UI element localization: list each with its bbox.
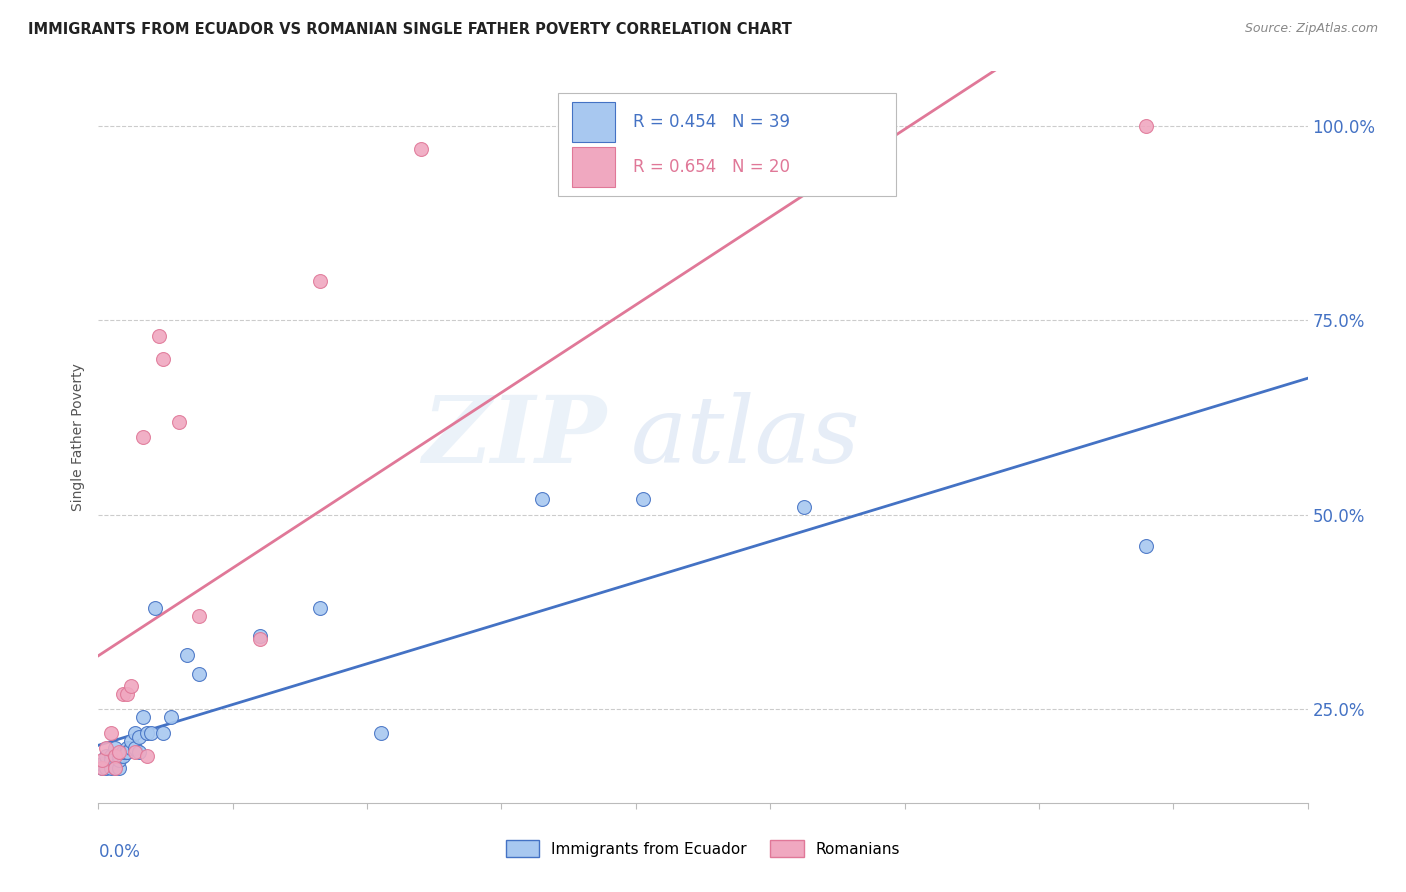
Point xyxy=(91,756,114,771)
Point xyxy=(96,761,118,775)
Point xyxy=(120,679,142,693)
Point xyxy=(120,733,142,747)
Point xyxy=(107,745,129,759)
Point xyxy=(120,741,142,756)
Text: R = 0.454   N = 39: R = 0.454 N = 39 xyxy=(633,113,790,131)
Point xyxy=(249,632,271,647)
Point xyxy=(309,601,332,615)
Point xyxy=(370,725,392,739)
Point xyxy=(1135,539,1157,553)
Point xyxy=(91,753,114,767)
Point xyxy=(96,749,118,764)
Point xyxy=(100,725,122,739)
Text: IMMIGRANTS FROM ECUADOR VS ROMANIAN SINGLE FATHER POVERTY CORRELATION CHART: IMMIGRANTS FROM ECUADOR VS ROMANIAN SING… xyxy=(28,22,792,37)
Point xyxy=(176,648,198,662)
Point xyxy=(409,142,432,156)
Point xyxy=(143,601,166,615)
Point xyxy=(100,749,122,764)
Point xyxy=(530,492,553,507)
Point xyxy=(111,745,134,759)
Point xyxy=(132,430,155,444)
Point xyxy=(103,749,125,764)
Point xyxy=(91,761,114,775)
Point xyxy=(631,492,654,507)
Point xyxy=(793,500,815,515)
Point xyxy=(96,741,118,756)
Text: atlas: atlas xyxy=(630,392,860,482)
Point xyxy=(124,745,146,759)
FancyBboxPatch shape xyxy=(572,102,614,142)
Text: 0.0%: 0.0% xyxy=(98,843,141,861)
Point xyxy=(111,749,134,764)
Point xyxy=(188,667,211,681)
Point xyxy=(135,749,157,764)
Point xyxy=(135,725,157,739)
Point xyxy=(103,741,125,756)
Point xyxy=(128,730,150,744)
Point xyxy=(152,725,174,739)
Point xyxy=(91,761,114,775)
FancyBboxPatch shape xyxy=(572,147,614,187)
Point xyxy=(1135,119,1157,133)
Point xyxy=(249,628,271,642)
Y-axis label: Single Father Poverty: Single Father Poverty xyxy=(72,363,86,511)
Point xyxy=(100,761,122,775)
Point xyxy=(188,609,211,624)
Legend: Immigrants from Ecuador, Romanians: Immigrants from Ecuador, Romanians xyxy=(506,839,900,857)
Point xyxy=(107,749,129,764)
Point xyxy=(139,725,162,739)
Text: ZIP: ZIP xyxy=(422,392,606,482)
Point xyxy=(115,745,138,759)
Point xyxy=(111,687,134,701)
Point xyxy=(103,761,125,775)
Point xyxy=(160,710,183,724)
Text: R = 0.654   N = 20: R = 0.654 N = 20 xyxy=(633,158,790,176)
Point xyxy=(115,687,138,701)
Point xyxy=(115,741,138,756)
Point xyxy=(128,745,150,759)
FancyBboxPatch shape xyxy=(558,94,897,195)
Point xyxy=(107,761,129,775)
Point xyxy=(124,741,146,756)
Text: Source: ZipAtlas.com: Source: ZipAtlas.com xyxy=(1244,22,1378,36)
Point xyxy=(115,745,138,759)
Point xyxy=(124,725,146,739)
Point xyxy=(309,275,332,289)
Point xyxy=(152,352,174,367)
Point xyxy=(132,710,155,724)
Point xyxy=(167,415,190,429)
Point xyxy=(103,749,125,764)
Point xyxy=(107,753,129,767)
Point xyxy=(148,329,170,343)
Point xyxy=(103,761,125,775)
Point xyxy=(100,753,122,767)
